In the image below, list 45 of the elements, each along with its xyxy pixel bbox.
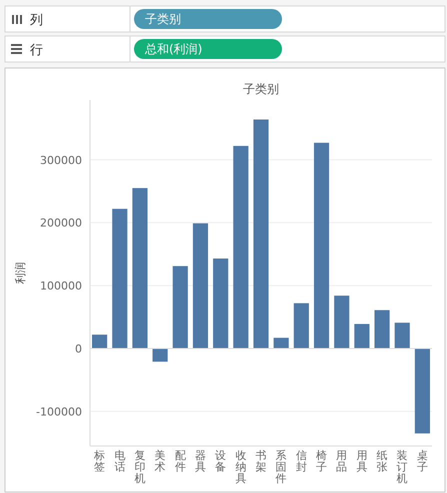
- x-tick-label: 复印机: [134, 449, 146, 485]
- x-tick-label: 装订机: [396, 449, 408, 485]
- x-tick-label: 美术: [154, 449, 166, 474]
- x-tick-label: 标签: [93, 449, 106, 474]
- text: 总和(利润): [144, 42, 202, 56]
- x-tick-label: 用具: [356, 449, 368, 474]
- x-tick-label: 信封: [296, 449, 307, 474]
- x-tick-label: 椅子: [316, 449, 328, 474]
- bar: [172, 266, 188, 348]
- text: 列: [30, 13, 43, 28]
- x-tick-label: 书架: [256, 449, 266, 474]
- x-tick-label: 配件: [174, 449, 186, 474]
- bar: [414, 348, 430, 434]
- bar: [334, 296, 350, 348]
- bar: [374, 310, 390, 348]
- x-tick-label: 用品: [336, 449, 348, 474]
- bar: [92, 334, 108, 348]
- text: 子类别: [145, 12, 181, 26]
- text: 行: [30, 43, 43, 58]
- bar: [213, 258, 228, 348]
- y-tick-label: 300000: [40, 154, 82, 167]
- y-tick-label: 200000: [40, 216, 82, 230]
- x-tick-label: 桌子: [416, 449, 428, 474]
- bar: [112, 208, 128, 348]
- chart-title: 子类别: [243, 82, 279, 96]
- bar: [314, 142, 330, 348]
- bar: [294, 303, 309, 348]
- x-tick-label: 设备: [215, 449, 226, 474]
- y-tick-label: -100000: [36, 405, 82, 418]
- bar: [253, 120, 269, 348]
- bar: [132, 188, 148, 348]
- bar: [394, 322, 410, 348]
- y-tick-label: 100000: [40, 280, 82, 293]
- bar: [233, 146, 248, 348]
- bar: [192, 223, 208, 348]
- x-tick-label: 电话: [114, 449, 126, 474]
- x-tick-label: 器具: [194, 449, 206, 474]
- bar: [354, 324, 370, 348]
- x-tick-label: 收纳具: [235, 449, 246, 485]
- y-tick-label: 0: [75, 342, 82, 356]
- x-tick-label: 纸张: [376, 449, 388, 474]
- x-tick-label: 系固件: [276, 449, 287, 485]
- bar: [152, 348, 168, 362]
- y-axis-title: 利润: [14, 262, 27, 284]
- bar: [274, 338, 289, 348]
